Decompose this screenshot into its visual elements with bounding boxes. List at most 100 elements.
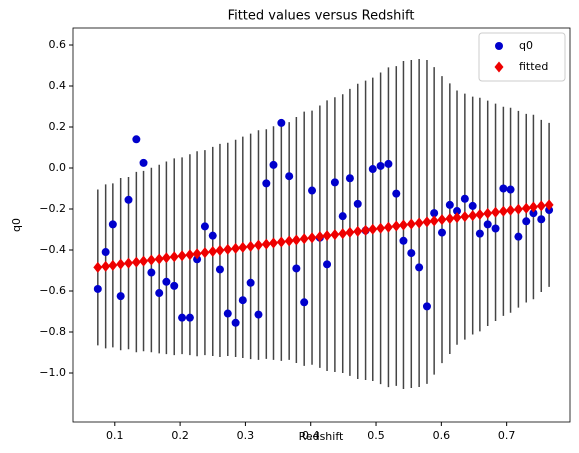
fitted-marker bbox=[460, 211, 470, 223]
fitted-marker bbox=[208, 245, 218, 257]
data-point bbox=[330, 178, 339, 187]
data-point bbox=[345, 174, 354, 183]
data-point bbox=[522, 217, 531, 226]
data-point bbox=[407, 249, 416, 258]
fitted-marker bbox=[437, 214, 447, 226]
fitted-marker bbox=[192, 248, 202, 260]
data-point bbox=[514, 232, 523, 241]
data-point bbox=[537, 215, 546, 224]
fitted-marker bbox=[238, 241, 248, 253]
fitted-marker bbox=[177, 250, 187, 262]
fitted-marker bbox=[368, 223, 378, 235]
data-point bbox=[491, 224, 500, 233]
data-point bbox=[147, 268, 156, 277]
fitted-marker bbox=[422, 216, 432, 228]
fitted-marker bbox=[528, 201, 538, 213]
fitted-marker bbox=[124, 257, 134, 269]
data-point bbox=[277, 118, 286, 127]
data-point bbox=[353, 199, 362, 208]
fitted-marker bbox=[398, 219, 408, 231]
data-point bbox=[460, 194, 469, 203]
fitted-marker bbox=[361, 224, 371, 236]
data-point bbox=[285, 172, 294, 181]
data-point bbox=[338, 212, 347, 221]
fitted-marker bbox=[246, 240, 256, 252]
fitted-marker bbox=[475, 209, 485, 221]
legend-marker bbox=[495, 42, 503, 50]
data-point bbox=[238, 296, 247, 305]
data-point bbox=[422, 302, 431, 311]
data-point bbox=[223, 309, 232, 318]
y-tick-label: −0.8 bbox=[39, 325, 66, 338]
data-point bbox=[254, 310, 263, 319]
data-point bbox=[499, 184, 508, 193]
data-point bbox=[384, 159, 393, 168]
fitted-marker bbox=[253, 239, 263, 251]
fitted-marker bbox=[101, 260, 111, 272]
fitted-marker bbox=[93, 261, 103, 273]
fitted-marker bbox=[513, 203, 523, 215]
fitted-marker bbox=[139, 255, 149, 267]
fitted-marker bbox=[483, 207, 493, 219]
fitted-marker bbox=[161, 252, 171, 264]
data-point bbox=[292, 264, 301, 273]
fitted-marker bbox=[215, 244, 225, 256]
fitted-marker bbox=[414, 217, 424, 229]
data-point bbox=[132, 135, 141, 144]
fitted-marker bbox=[536, 200, 546, 212]
fitted-marker bbox=[131, 256, 141, 268]
fitted-marker bbox=[498, 205, 508, 217]
data-point bbox=[193, 255, 202, 264]
data-point bbox=[124, 195, 133, 204]
fitted-marker bbox=[154, 253, 164, 265]
data-point bbox=[200, 222, 209, 231]
data-point bbox=[415, 263, 424, 272]
data-point bbox=[231, 318, 240, 327]
fitted-marker bbox=[223, 243, 233, 255]
y-tick-label: −0.4 bbox=[39, 243, 66, 256]
x-tick-label: 0.7 bbox=[498, 429, 516, 442]
data-point bbox=[506, 185, 515, 194]
data-point bbox=[483, 220, 492, 229]
data-point bbox=[430, 209, 439, 218]
data-point bbox=[162, 277, 171, 286]
fitted-marker bbox=[391, 220, 401, 232]
data-point bbox=[376, 161, 385, 170]
data-point bbox=[108, 220, 117, 229]
fitted-marker bbox=[345, 226, 355, 238]
x-tick-label: 0.3 bbox=[237, 429, 255, 442]
fitted-marker bbox=[376, 222, 386, 234]
data-point bbox=[323, 260, 332, 269]
data-point bbox=[170, 281, 179, 290]
data-point bbox=[93, 284, 102, 293]
data-point bbox=[262, 179, 271, 188]
fitted-marker bbox=[330, 229, 340, 241]
data-point bbox=[453, 207, 462, 216]
data-point bbox=[437, 228, 446, 237]
fitted-marker bbox=[116, 258, 126, 270]
legend-label: q0 bbox=[519, 39, 533, 52]
data-point bbox=[399, 236, 408, 245]
data-point bbox=[529, 209, 538, 218]
fitted-marker bbox=[452, 212, 462, 224]
y-tick-label: 0.4 bbox=[49, 79, 67, 92]
fitted-marker bbox=[146, 254, 156, 266]
fitted-marker bbox=[200, 247, 210, 259]
fitted-marker bbox=[307, 232, 317, 244]
x-tick-label: 0.2 bbox=[171, 429, 189, 442]
fitted-marker bbox=[284, 235, 294, 247]
data-point bbox=[139, 158, 148, 167]
fitted-marker bbox=[108, 259, 118, 271]
fitted-marker bbox=[445, 213, 455, 225]
legend-label: fitted bbox=[519, 60, 548, 73]
fitted-marker bbox=[383, 221, 393, 233]
fitted-marker bbox=[268, 237, 278, 249]
data-point bbox=[300, 298, 309, 307]
data-point bbox=[368, 165, 377, 174]
fitted-marker bbox=[169, 251, 179, 263]
data-point bbox=[178, 313, 187, 322]
y-tick-label: 0.6 bbox=[49, 38, 67, 51]
fitted-marker bbox=[521, 202, 531, 214]
